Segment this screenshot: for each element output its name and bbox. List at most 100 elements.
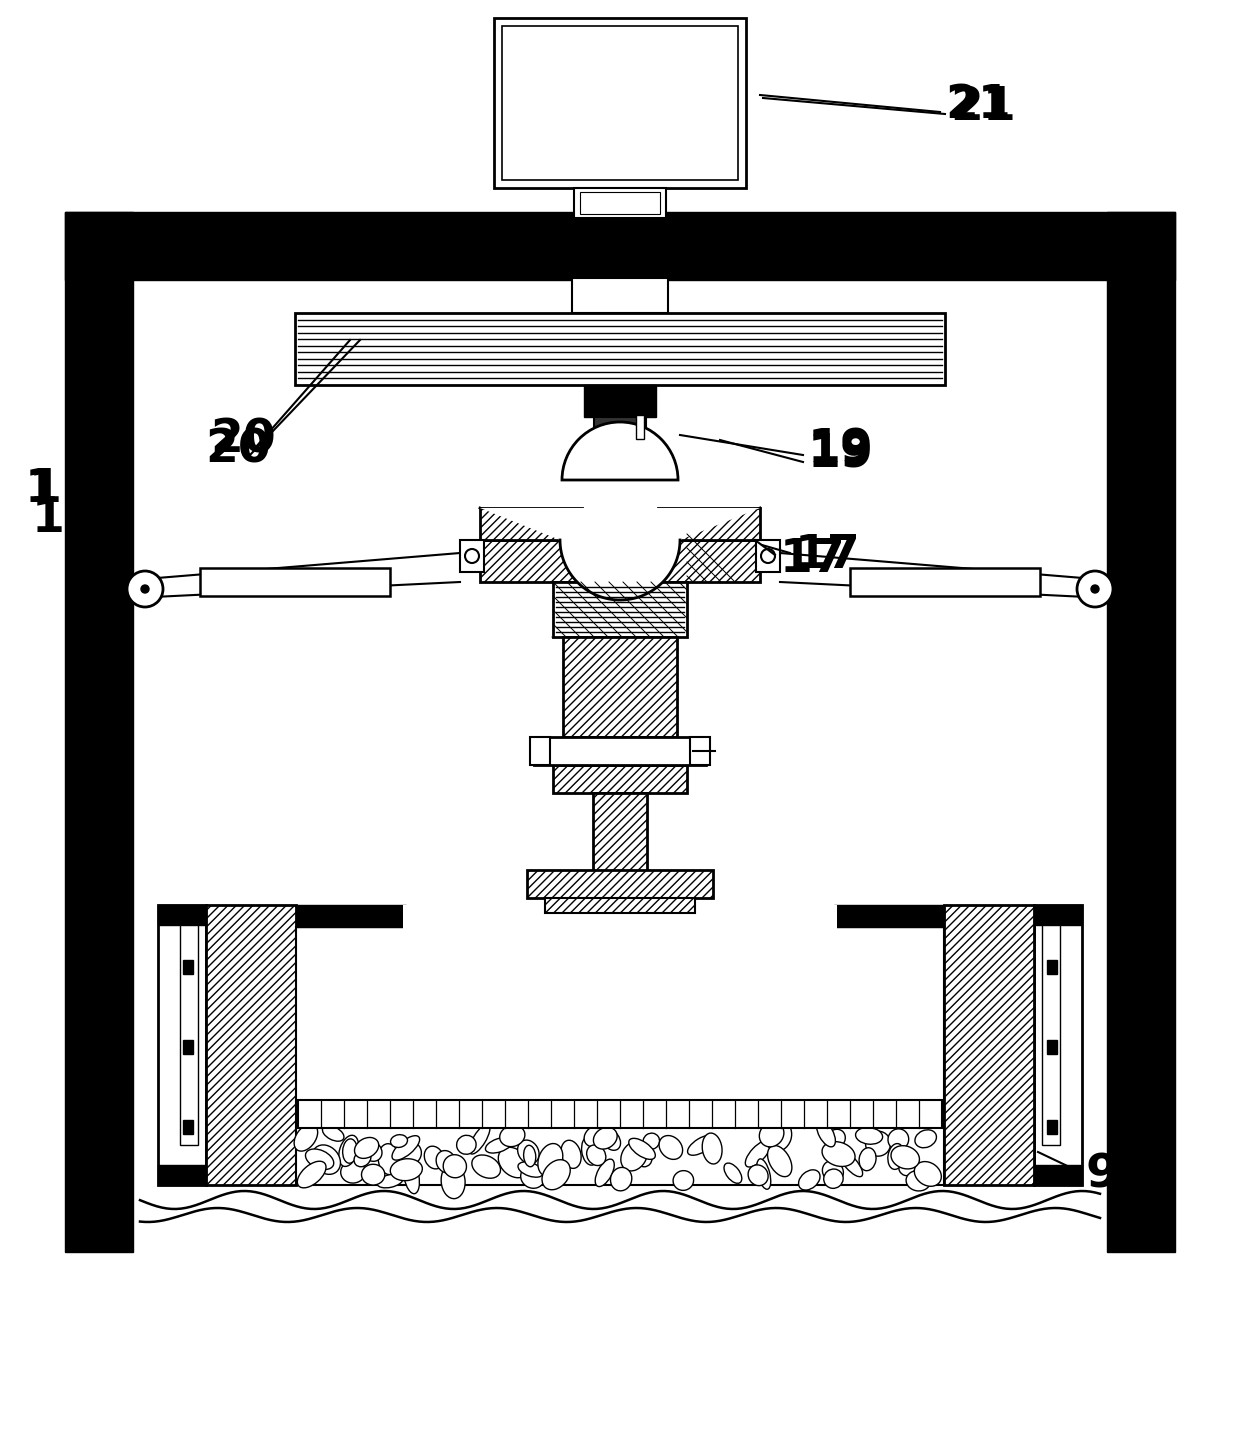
Bar — [298, 1099, 942, 1128]
Bar — [689, 737, 711, 764]
Bar — [206, 905, 296, 1186]
Ellipse shape — [582, 1137, 599, 1165]
Ellipse shape — [312, 1145, 341, 1174]
Text: 21: 21 — [950, 85, 1016, 131]
Ellipse shape — [766, 1121, 791, 1151]
Bar — [200, 568, 391, 596]
Bar — [296, 927, 944, 1186]
Bar — [1047, 960, 1056, 974]
Circle shape — [126, 570, 162, 606]
Ellipse shape — [859, 1148, 877, 1171]
Text: 9: 9 — [1085, 1152, 1118, 1197]
Ellipse shape — [601, 1129, 620, 1150]
Bar — [944, 905, 1034, 1186]
Polygon shape — [480, 540, 760, 582]
Ellipse shape — [724, 1163, 742, 1183]
Ellipse shape — [644, 1134, 660, 1150]
Ellipse shape — [768, 1145, 792, 1177]
Ellipse shape — [538, 1144, 563, 1177]
Ellipse shape — [745, 1141, 771, 1167]
Bar — [584, 385, 656, 417]
Polygon shape — [658, 509, 760, 540]
Circle shape — [761, 549, 775, 563]
Bar — [553, 582, 687, 637]
Polygon shape — [480, 509, 582, 540]
Ellipse shape — [838, 1150, 863, 1177]
Text: 1: 1 — [25, 467, 58, 513]
Ellipse shape — [756, 1158, 771, 1190]
Ellipse shape — [899, 1158, 915, 1175]
Bar — [574, 188, 666, 218]
Bar — [1107, 213, 1176, 1252]
Ellipse shape — [378, 1144, 399, 1174]
Ellipse shape — [355, 1150, 371, 1167]
Bar — [460, 540, 484, 572]
Ellipse shape — [687, 1135, 715, 1155]
Ellipse shape — [584, 1125, 609, 1147]
Ellipse shape — [629, 1138, 655, 1160]
Ellipse shape — [424, 1147, 444, 1168]
Bar — [594, 417, 646, 437]
Text: 19: 19 — [808, 427, 874, 473]
Bar — [1034, 905, 1083, 925]
Bar — [184, 960, 193, 974]
Text: 1: 1 — [32, 497, 64, 543]
Circle shape — [141, 585, 149, 593]
Ellipse shape — [498, 1147, 529, 1178]
Ellipse shape — [377, 1174, 403, 1188]
Ellipse shape — [322, 1125, 343, 1141]
Ellipse shape — [392, 1135, 419, 1160]
Ellipse shape — [456, 1135, 476, 1154]
Text: 20: 20 — [205, 427, 270, 473]
Ellipse shape — [594, 1127, 618, 1150]
Bar — [157, 905, 206, 925]
Bar — [64, 213, 1176, 280]
Bar — [1047, 1119, 1056, 1134]
Bar — [756, 540, 780, 572]
Bar — [1047, 1040, 1056, 1053]
Ellipse shape — [856, 1128, 883, 1144]
Ellipse shape — [825, 1129, 846, 1150]
Ellipse shape — [915, 1129, 936, 1148]
Bar — [835, 905, 944, 927]
Ellipse shape — [342, 1140, 357, 1163]
Text: 17: 17 — [795, 533, 861, 578]
Text: 21: 21 — [945, 82, 1011, 128]
Bar — [636, 415, 644, 438]
Ellipse shape — [542, 1160, 570, 1190]
Bar — [1042, 925, 1060, 1145]
Ellipse shape — [866, 1131, 890, 1157]
Wedge shape — [562, 422, 678, 480]
Text: 17: 17 — [780, 537, 846, 582]
Ellipse shape — [702, 1132, 722, 1164]
Ellipse shape — [294, 1124, 317, 1151]
Ellipse shape — [518, 1163, 543, 1177]
Ellipse shape — [500, 1125, 525, 1147]
Ellipse shape — [595, 1160, 614, 1187]
Ellipse shape — [523, 1145, 536, 1167]
Bar — [184, 1040, 193, 1053]
Ellipse shape — [748, 1165, 768, 1186]
Ellipse shape — [391, 1135, 408, 1148]
Ellipse shape — [485, 1138, 512, 1152]
Bar — [494, 19, 746, 188]
Ellipse shape — [636, 1150, 652, 1167]
Ellipse shape — [888, 1144, 904, 1170]
Ellipse shape — [298, 1161, 326, 1188]
Ellipse shape — [362, 1164, 384, 1186]
Ellipse shape — [391, 1158, 423, 1181]
Circle shape — [465, 549, 479, 563]
Ellipse shape — [441, 1164, 465, 1198]
Bar — [296, 905, 405, 927]
Ellipse shape — [587, 1145, 606, 1165]
Bar — [527, 869, 713, 898]
Ellipse shape — [404, 1160, 419, 1194]
Ellipse shape — [472, 1155, 501, 1178]
Ellipse shape — [817, 1119, 836, 1147]
Ellipse shape — [673, 1171, 693, 1190]
Polygon shape — [480, 509, 760, 601]
Ellipse shape — [517, 1140, 539, 1164]
Ellipse shape — [560, 1140, 582, 1168]
Circle shape — [1078, 570, 1114, 606]
Ellipse shape — [339, 1135, 358, 1167]
